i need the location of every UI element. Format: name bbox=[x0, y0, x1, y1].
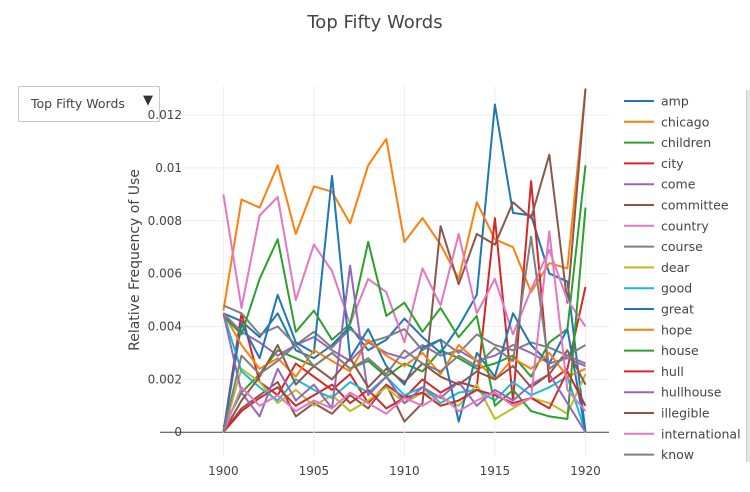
legend-label: amp bbox=[661, 94, 689, 109]
legend-label: dear bbox=[661, 260, 690, 275]
legend-label: course bbox=[661, 239, 703, 254]
legend-label: children bbox=[661, 135, 711, 150]
legend-item-hullhouse[interactable]: hullhouse bbox=[624, 385, 722, 400]
y-tick-label: 0.006 bbox=[148, 267, 182, 281]
legend-label: hope bbox=[661, 322, 693, 337]
legend-item-chicago[interactable]: chicago bbox=[624, 114, 709, 129]
legend-item-children[interactable]: children bbox=[624, 135, 711, 150]
legend-item-committee[interactable]: committee bbox=[624, 198, 729, 213]
legend-label: great bbox=[661, 302, 694, 317]
series-line-hullhouse[interactable] bbox=[222, 264, 587, 433]
legend-label: hullhouse bbox=[661, 385, 722, 400]
legend-label: committee bbox=[661, 198, 729, 213]
series-line-international[interactable] bbox=[222, 230, 587, 433]
series-line-hope[interactable] bbox=[222, 312, 586, 381]
series-line-country[interactable] bbox=[222, 194, 587, 344]
legend-item-good[interactable]: good bbox=[624, 281, 692, 296]
series-line-amp[interactable] bbox=[222, 103, 587, 433]
series-line-illegible[interactable] bbox=[222, 344, 587, 433]
legend-label: know bbox=[661, 447, 694, 462]
word-set-dropdown[interactable]: Top Fifty Words ▼ bbox=[18, 86, 160, 122]
legend-label: chicago bbox=[661, 114, 709, 129]
legend-item-hull[interactable]: hull bbox=[624, 364, 684, 379]
legend-item-amp[interactable]: amp bbox=[624, 94, 689, 109]
legend-label: good bbox=[661, 281, 692, 296]
y-tick-label: 0 bbox=[174, 425, 182, 439]
x-tick-label: 1920 bbox=[570, 464, 601, 478]
dropdown-arrow-icon: ▼ bbox=[143, 93, 153, 108]
legend-item-know[interactable]: know bbox=[624, 447, 694, 462]
legend-scrollbar[interactable] bbox=[746, 90, 750, 462]
series-lines bbox=[222, 88, 587, 433]
legend-item-hope[interactable]: hope bbox=[624, 322, 693, 337]
legend-label: hull bbox=[661, 364, 684, 379]
y-tick-label: 0.012 bbox=[148, 108, 182, 122]
series-line-come[interactable] bbox=[222, 312, 586, 368]
legend-item-great[interactable]: great bbox=[624, 302, 694, 317]
y-tick-label: 0.002 bbox=[148, 372, 182, 386]
series-line-know[interactable] bbox=[222, 235, 586, 433]
legend-item-course[interactable]: course bbox=[624, 239, 703, 254]
series-line-house[interactable] bbox=[222, 207, 587, 420]
legend-label: come bbox=[661, 177, 696, 192]
x-tick-label: 1900 bbox=[208, 464, 239, 478]
legend-label: house bbox=[661, 343, 699, 358]
dropdown-selected-label: Top Fifty Words bbox=[31, 96, 125, 111]
axes: 0 0.002 0.004 0.006 0.008 0.01 0.012 1900 1905 19… bbox=[148, 108, 601, 478]
legend-label: international bbox=[661, 426, 741, 441]
legend-item-house[interactable]: house bbox=[624, 343, 699, 358]
legend-item-illegible[interactable]: illegible bbox=[624, 406, 710, 421]
x-tick-label: 1910 bbox=[389, 464, 420, 478]
legend-label: illegible bbox=[661, 406, 710, 421]
legend-item-come[interactable]: come bbox=[624, 177, 696, 192]
legend-item-dear[interactable]: dear bbox=[624, 260, 690, 275]
legend-label: country bbox=[661, 218, 709, 233]
y-tick-label: 0.01 bbox=[155, 161, 182, 175]
legend: amp chicago children city come committee count… bbox=[624, 94, 741, 462]
series-line-course[interactable] bbox=[222, 304, 587, 357]
chart-title: Top Fifty Words bbox=[307, 12, 443, 33]
legend-item-city[interactable]: city bbox=[624, 156, 684, 171]
y-tick-label: 0.004 bbox=[148, 320, 182, 334]
x-tick-label: 1905 bbox=[299, 464, 330, 478]
y-tick-label: 0.008 bbox=[148, 214, 182, 228]
y-axis-label: Relative Frequency of Use bbox=[127, 169, 143, 351]
legend-item-international[interactable]: international bbox=[624, 426, 741, 441]
legend-label: city bbox=[661, 156, 684, 171]
series-line-great[interactable] bbox=[222, 174, 587, 433]
x-tick-label: 1915 bbox=[480, 464, 511, 478]
legend-item-country[interactable]: country bbox=[624, 218, 709, 233]
